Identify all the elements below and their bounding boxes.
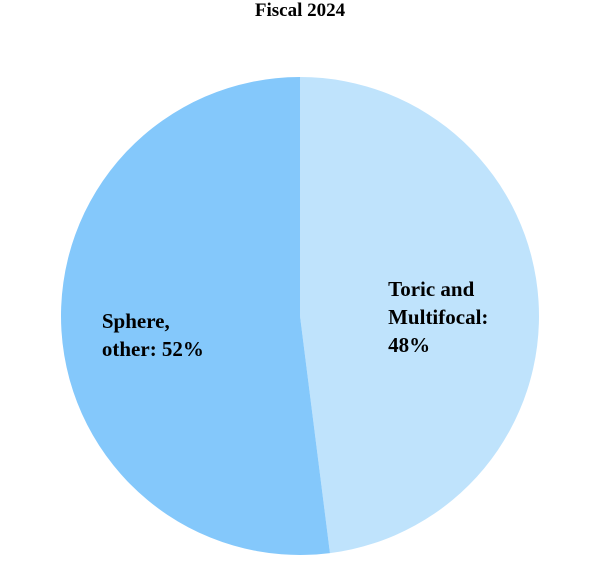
pie-slice [300, 77, 539, 554]
data-label: Toric and Multifocal: 48% [388, 277, 488, 357]
pie-slice [60, 77, 330, 555]
data-label: Sphere, other: 52% [102, 309, 204, 361]
chart-title: Fiscal 2024 [255, 0, 346, 21]
